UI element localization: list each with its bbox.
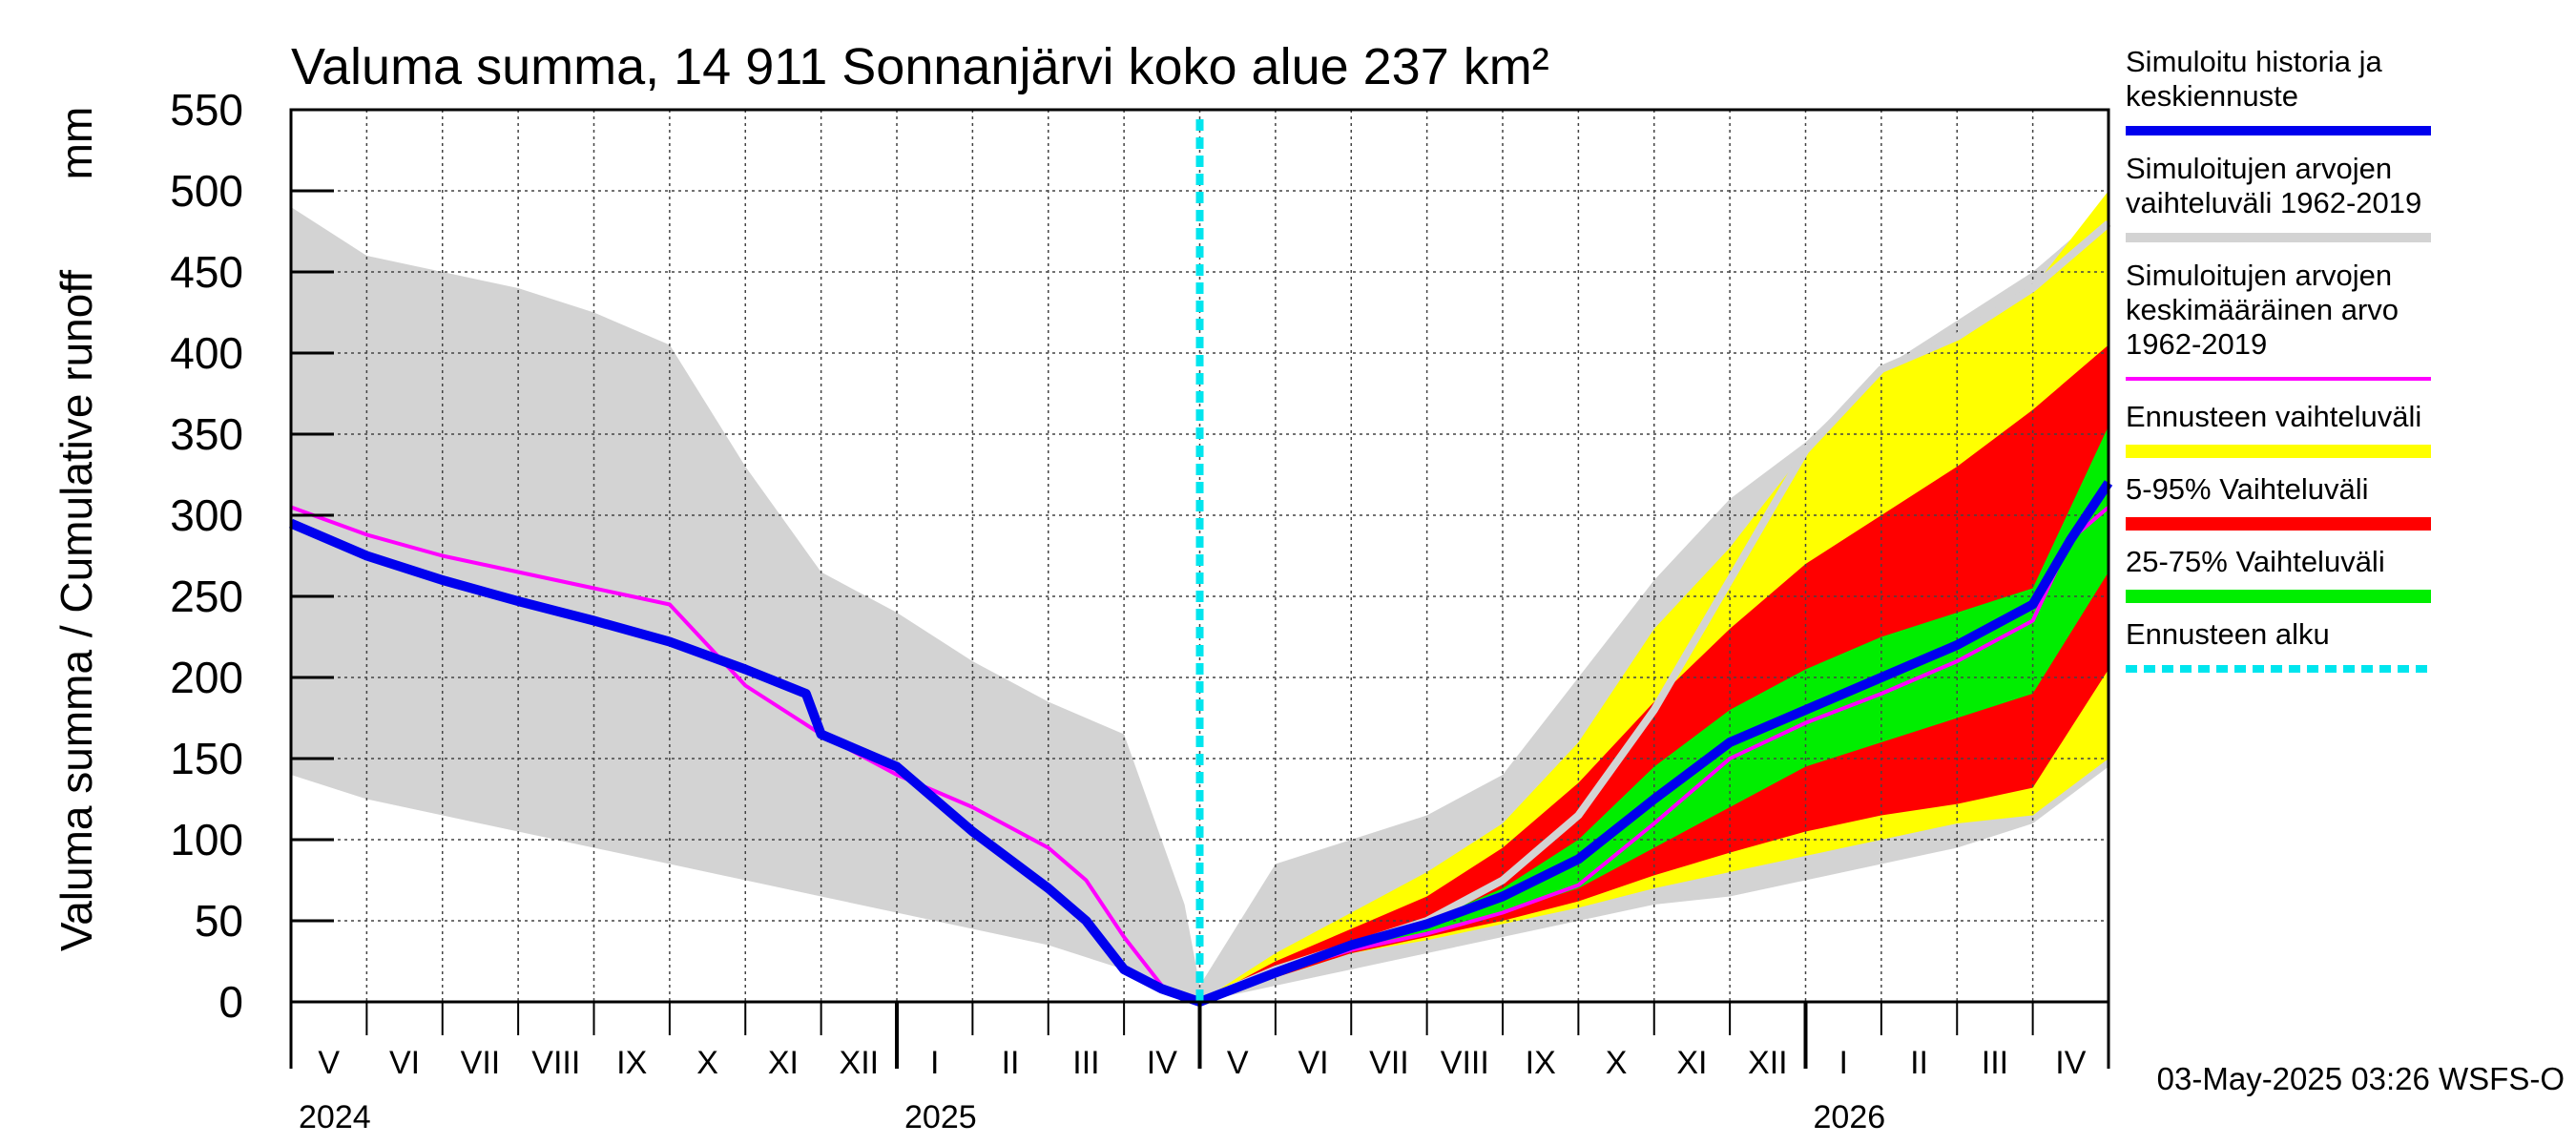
plot-area: [289, 108, 2113, 1007]
gridlines: [291, 110, 2109, 1002]
series-historia-keskiennuste: [289, 480, 2113, 1007]
legend-label: Simuloitu historia ja: [2126, 45, 2383, 78]
month-label: VIII: [531, 1045, 580, 1081]
y-tick-label: 200: [170, 653, 243, 702]
y-axis-label: Valuma summa / Cumulative runoff: [52, 270, 101, 951]
legend-label: Simuloitujen arvojen: [2126, 259, 2392, 292]
y-tick-label: 500: [170, 166, 243, 216]
y-tick-label: 100: [170, 815, 243, 864]
month-label: II: [1910, 1045, 1928, 1081]
legend-label: 5-95% Vaihteluväli: [2126, 472, 2368, 506]
y-tick-label: 0: [218, 977, 243, 1027]
month-label: IX: [616, 1045, 647, 1081]
month-label: VII: [1369, 1045, 1409, 1081]
legend-label: Ennusteen alku: [2126, 617, 2330, 651]
y-tick-label: 50: [195, 896, 243, 946]
year-label: 2024: [299, 1099, 371, 1135]
month-label: IV: [2055, 1045, 2086, 1081]
legend-entry: Ennusteen alku: [2126, 617, 2431, 673]
month-label: VI: [389, 1045, 420, 1081]
year-label: 2025: [904, 1099, 977, 1135]
y-tick-label: 550: [170, 85, 243, 135]
month-label: II: [1002, 1045, 1020, 1081]
legend-label: Ennusteen vaihteluväli: [2126, 400, 2421, 433]
footer-timestamp: 03-May-2025 03:26 WSFS-O: [2157, 1061, 2565, 1096]
y-tick-label: 450: [170, 247, 243, 297]
month-label: III: [1982, 1045, 2008, 1081]
month-label: III: [1072, 1045, 1099, 1081]
legend-entry: 25-75% Vaihteluväli: [2126, 545, 2431, 603]
month-label: VII: [461, 1045, 501, 1081]
y-tick-label: 350: [170, 409, 243, 459]
month-label: IV: [1147, 1045, 1177, 1081]
y-tick-label: 250: [170, 572, 243, 621]
month-label: I: [930, 1045, 939, 1081]
month-label: XII: [1748, 1045, 1788, 1081]
month-label: VI: [1298, 1045, 1329, 1081]
month-label: V: [1227, 1045, 1249, 1081]
month-label: I: [1839, 1045, 1847, 1081]
y-tick-label: 150: [170, 734, 243, 783]
p25-75-band: [1199, 426, 2109, 1002]
y-tick-label: 300: [170, 490, 243, 540]
month-label: V: [318, 1045, 340, 1081]
legend-label: vaihteluväli 1962-2019: [2126, 186, 2421, 219]
y-tick-label: 400: [170, 328, 243, 378]
legend-label: keskimääräinen arvo: [2126, 293, 2399, 326]
series-lines: [289, 219, 2113, 1007]
legend-entry: Ennusteen vaihteluväli: [2126, 400, 2431, 458]
legend-entry: 5-95% Vaihteluväli: [2126, 472, 2431, 531]
chart-title: Valuma summa, 14 911 Sonnanjärvi koko al…: [291, 38, 1549, 95]
legend-label: 25-75% Vaihteluväli: [2126, 545, 2385, 578]
month-label: X: [1606, 1045, 1628, 1081]
month-label: IX: [1526, 1045, 1556, 1081]
month-label: XI: [768, 1045, 799, 1081]
month-label: XI: [1676, 1045, 1707, 1081]
legend: Simuloitu historia jakeskiennusteSimuloi…: [2126, 45, 2431, 673]
legend-label: keskiennuste: [2126, 79, 2298, 113]
y-axis: 0 50 100 150 200 250 300 350 400 450 500 550: [170, 85, 334, 1027]
y-axis-unit: mm: [52, 107, 101, 180]
month-label: XII: [840, 1045, 880, 1081]
year-label: 2026: [1814, 1099, 1886, 1135]
legend-label: Simuloitujen arvojen: [2126, 152, 2392, 185]
x-axis: V VI VII VIII IX X XI XII I II III IV V VI VII VIII IX X X…: [289, 1002, 2110, 1135]
month-label: X: [696, 1045, 718, 1081]
legend-label: 1962-2019: [2126, 327, 2267, 361]
month-label: VIII: [1441, 1045, 1489, 1081]
